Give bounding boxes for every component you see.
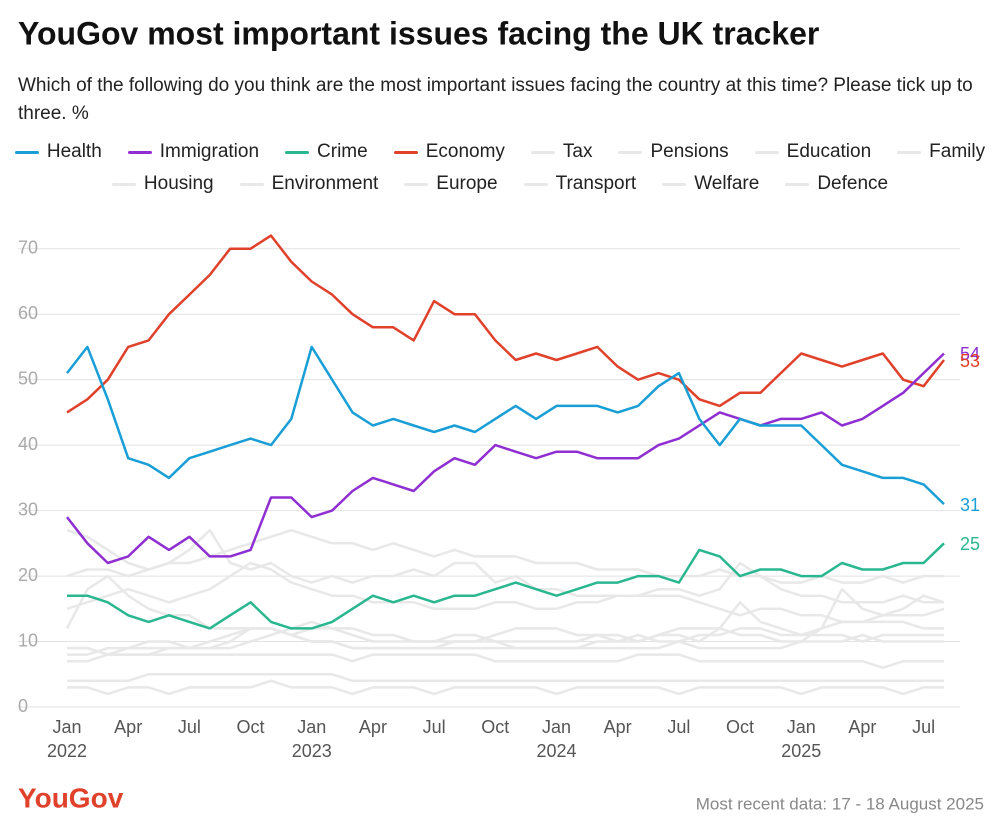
legend-item: Economy <box>393 141 505 162</box>
series-line <box>66 352 945 565</box>
legend-label: Education <box>786 141 872 162</box>
legend-swatch <box>754 150 779 154</box>
x-tick-label: Oct <box>237 717 265 737</box>
series-line <box>66 345 945 505</box>
legend-label: Health <box>46 141 102 162</box>
legend-swatch <box>523 182 548 186</box>
legend-label: Crime <box>317 141 368 162</box>
legend-label: Welfare <box>694 173 760 194</box>
legend-swatch <box>393 150 418 154</box>
legend-label: Family <box>929 141 986 162</box>
y-tick-label: 50 <box>18 368 38 388</box>
source: Most recent data: 17 - 18 August 2025 <box>696 794 984 813</box>
legend-swatch <box>897 150 922 154</box>
legend-swatch <box>239 182 264 186</box>
legend-label: Housing <box>143 173 214 194</box>
legend-item: Housing <box>111 173 214 194</box>
legend-item: Immigration <box>127 141 260 162</box>
series-line <box>66 561 944 611</box>
legend-label: Defence <box>817 173 889 194</box>
y-tick-label: 30 <box>18 499 38 519</box>
legend-swatch <box>14 150 39 154</box>
y-tick-label: 60 <box>18 303 38 323</box>
legend-swatch <box>618 150 643 154</box>
series-line <box>67 620 944 656</box>
x-year-label: 2025 <box>781 741 821 761</box>
legend-label: Environment <box>271 173 379 194</box>
legend-item: Environment <box>239 173 379 194</box>
brand: YouGov <box>18 782 124 813</box>
series-line <box>67 679 944 696</box>
legend-swatch <box>662 182 687 186</box>
x-tick-label: Apr <box>359 717 387 737</box>
x-year-label: 2023 <box>292 741 332 761</box>
legend-swatch <box>404 182 429 186</box>
x-year-label: 2024 <box>536 741 576 761</box>
series-line <box>67 646 944 669</box>
x-tick-label: Jan <box>52 717 81 737</box>
x-tick-label: Jul <box>667 717 690 737</box>
legend-label: Economy <box>425 141 505 162</box>
x-tick-label: Oct <box>481 717 509 737</box>
legend: Health Immigration Crime Economy Tax Pensions… <box>10 141 990 194</box>
legend-label: Tax <box>562 141 593 162</box>
legend-item: Tax <box>530 141 593 162</box>
legend-label: Pensions <box>650 141 729 162</box>
end-label: 25 <box>960 534 980 554</box>
legend-item: Family <box>897 141 986 162</box>
x-tick-label: Apr <box>114 717 142 737</box>
legend-swatch <box>530 150 555 154</box>
subtitle: Which of the following do you think are … <box>18 75 973 124</box>
series-line <box>67 673 944 683</box>
legend-swatch <box>285 150 310 154</box>
legend-item: Defence <box>785 173 889 194</box>
series-line <box>66 234 945 414</box>
x-tick-label: Jan <box>542 717 571 737</box>
x-tick-label: Oct <box>726 717 754 737</box>
y-tick-label: 10 <box>18 630 38 650</box>
legend-swatch <box>127 150 152 154</box>
legend-item: Health <box>14 141 102 162</box>
legend-item: Transport <box>523 173 637 194</box>
chart-title: YouGov most important issues facing the … <box>18 15 819 51</box>
x-tick-label: Jan <box>297 717 326 737</box>
legend-item: Crime <box>285 141 368 162</box>
x-tick-label: Jan <box>787 717 816 737</box>
x-tick-label: Jul <box>912 717 935 737</box>
legend-label: Europe <box>436 173 498 194</box>
legend-label: Transport <box>555 173 637 194</box>
legend-item: Europe <box>404 173 498 194</box>
series-line <box>67 601 944 656</box>
end-label: 54 <box>960 344 980 364</box>
y-tick-label: 40 <box>18 434 38 454</box>
series-line <box>66 528 945 624</box>
series-line <box>66 528 944 584</box>
legend-item: Education <box>754 141 872 162</box>
y-tick-label: 70 <box>18 237 38 257</box>
x-tick-label: Apr <box>604 717 632 737</box>
x-tick-label: Jul <box>423 717 446 737</box>
x-tick-label: Apr <box>848 717 876 737</box>
legend-item: Pensions <box>618 141 729 162</box>
legend-item: Welfare <box>662 173 760 194</box>
legend-swatch <box>785 182 810 186</box>
end-label: 53 <box>960 351 980 371</box>
x-tick-label: Jul <box>178 717 201 737</box>
y-tick-label: 20 <box>18 565 38 585</box>
y-tick-label: 0 <box>18 696 28 716</box>
x-year-label: 2022 <box>47 741 87 761</box>
end-label: 31 <box>960 495 980 515</box>
series-line <box>67 542 945 630</box>
legend-label: Immigration <box>159 141 260 162</box>
legend-swatch <box>111 182 136 186</box>
